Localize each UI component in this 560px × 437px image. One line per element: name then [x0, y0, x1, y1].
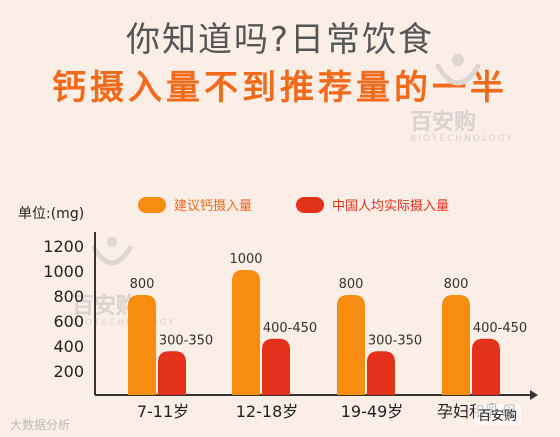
- bar-actual: [262, 338, 290, 395]
- data-label-recommended: 800: [339, 277, 364, 292]
- bar-actual: [472, 338, 500, 395]
- headline-question: 你知道吗?日常饮食: [125, 20, 435, 60]
- bar-recommended: [337, 295, 365, 395]
- data-label-actual: 400-450: [263, 321, 317, 336]
- y-tick-label: 1000: [43, 262, 84, 281]
- watermark-logo-icon: [91, 54, 481, 266]
- bar-recommended: [128, 295, 156, 395]
- x-tick-label: 12-18岁: [236, 402, 299, 421]
- legend-swatch-actual: [296, 197, 324, 213]
- legend-label-actual: 中国人均实际摄入量: [332, 199, 449, 214]
- bar-actual: [158, 351, 186, 395]
- x-axis-arrow-icon: [530, 390, 538, 400]
- y-tick-label: 200: [53, 362, 84, 381]
- y-tick-label: 800: [53, 287, 84, 306]
- headline-claim: 钙摄入量不到推荐量的一半: [52, 68, 508, 108]
- x-tick-label: 19-49岁: [341, 402, 404, 421]
- data-label-recommended: 1000: [229, 252, 262, 267]
- data-label-actual: 400-450: [473, 321, 527, 336]
- y-axis-label: 单位:(mg): [18, 206, 84, 222]
- footer-source: 大数据分析: [10, 418, 71, 432]
- watermark-brand-chart: 百安购: [72, 294, 139, 319]
- watermark-brand-top: 百安购: [410, 110, 477, 135]
- footer-account: 百安购: [474, 404, 522, 425]
- watermark-sub-top: BIOTECHNOLOGY: [410, 134, 514, 144]
- data-label-actual: 300-350: [368, 333, 422, 348]
- bar-recommended: [442, 295, 470, 395]
- bar-actual: [367, 351, 395, 395]
- bar-recommended: [232, 270, 260, 395]
- legend: 建议钙摄入量 中国人均实际摄入量: [138, 197, 449, 214]
- watermark-sub-chart: BIOTECHNOLOGY: [72, 318, 176, 328]
- legend-swatch-recommended: [138, 197, 166, 213]
- data-label-actual: 300-350: [159, 333, 213, 348]
- y-tick-label: 1200: [43, 237, 84, 256]
- x-tick-label: 7-11岁: [137, 402, 189, 421]
- y-tick-label: 600: [53, 312, 84, 331]
- legend-label-recommended: 建议钙摄入量: [174, 199, 252, 214]
- data-label-recommended: 800: [130, 277, 155, 292]
- data-label-recommended: 800: [444, 277, 469, 292]
- y-tick-label: 400: [53, 337, 84, 356]
